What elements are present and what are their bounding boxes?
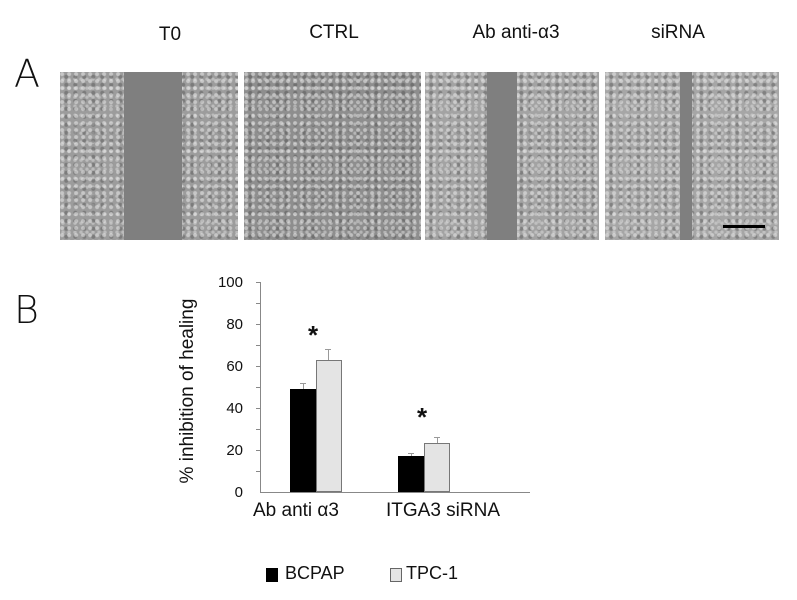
- scratch-wound: [487, 72, 517, 240]
- panel-a-letter: A: [14, 52, 40, 96]
- error-bar: [411, 453, 412, 457]
- y-tick: [256, 345, 261, 346]
- error-bar-cap: [408, 453, 414, 454]
- y-tick: [256, 429, 261, 430]
- y-tick-label: 40: [226, 400, 243, 417]
- panel-b-letter: B: [14, 288, 39, 332]
- column-title-t0: T0: [158, 24, 182, 45]
- legend-label-bcpap: BCPAP: [285, 563, 345, 583]
- y-tick-label: 20: [226, 442, 243, 459]
- scratch-wound: [680, 72, 692, 240]
- error-bar: [437, 437, 438, 443]
- y-tick: [256, 324, 261, 325]
- scale-bar: [723, 225, 765, 228]
- legend-label-tpc1: TPC-1: [406, 563, 459, 583]
- column-title-sirna: siRNA: [651, 22, 705, 43]
- bar-bcpap-itga3-sirna: [398, 456, 424, 492]
- column-title-ab-anti-a3: Ab anti-α3: [472, 22, 560, 43]
- legend-swatch-tpc1: [390, 568, 402, 582]
- legend-swatch-bcpap: [266, 568, 278, 582]
- y-tick: [256, 366, 261, 367]
- error-bar: [303, 383, 304, 389]
- bar-bcpap-ab-anti-a3: [290, 389, 316, 492]
- x-axis-line: [260, 492, 530, 493]
- significance-star: *: [308, 320, 319, 350]
- y-tick-label: 0: [234, 484, 243, 501]
- error-bar-cap: [300, 383, 306, 384]
- micrograph-t0: [60, 72, 238, 240]
- y-tick: [256, 303, 261, 304]
- significance-star: *: [417, 402, 428, 432]
- column-title-ctrl: CTRL: [309, 22, 359, 43]
- y-axis-title: % inhibition of healing: [177, 298, 198, 484]
- y-tick: [256, 471, 261, 472]
- micrograph-sirna: [605, 72, 779, 240]
- micrograph-ab-anti-a3: [425, 72, 599, 240]
- y-tick: [256, 282, 261, 283]
- bar-tpc1-ab-anti-a3: [316, 360, 342, 492]
- y-tick-label: 60: [226, 358, 243, 375]
- error-bar-cap: [325, 349, 331, 350]
- error-bar-cap: [434, 437, 440, 438]
- x-category-label: ITGA3 siRNA: [386, 500, 501, 521]
- bar-tpc1-itga3-sirna: [424, 443, 450, 492]
- micrograph-ctrl: [244, 72, 421, 240]
- y-tick: [256, 387, 261, 388]
- y-tick-label: 100: [217, 274, 243, 291]
- scratch-wound: [124, 72, 182, 240]
- error-bar: [328, 349, 329, 360]
- y-tick-label: 80: [226, 316, 243, 333]
- y-tick: [256, 408, 261, 409]
- y-tick: [256, 450, 261, 451]
- x-category-label: Ab anti α3: [253, 500, 339, 521]
